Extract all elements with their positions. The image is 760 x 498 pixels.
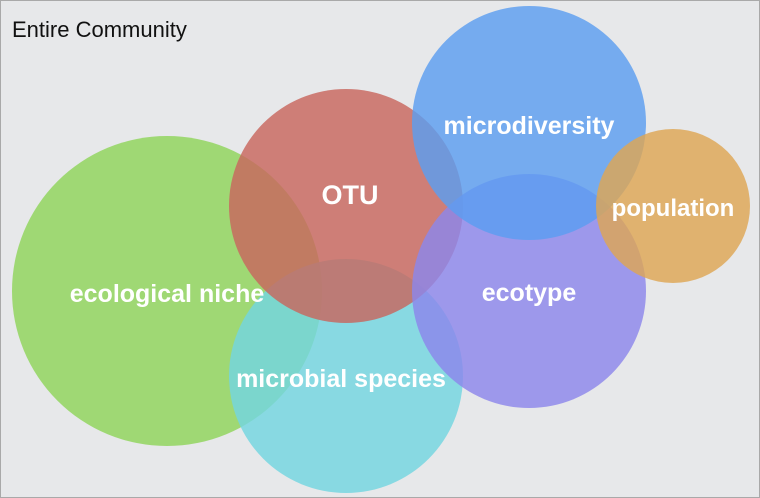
- microbial-species-label: microbial species: [236, 365, 446, 393]
- ecotype-label: ecotype: [482, 279, 577, 307]
- population-label: population: [612, 195, 735, 222]
- microbial-species-circle: [229, 259, 463, 493]
- otu-label: OTU: [322, 180, 379, 210]
- population-circle: [596, 129, 750, 283]
- microdiversity-circle: [412, 6, 646, 240]
- microdiversity-label: microdiversity: [444, 112, 615, 140]
- ecotype-circle: [412, 174, 646, 408]
- ecological-niche-label: ecological niche: [70, 280, 265, 308]
- otu-circle: [229, 89, 463, 323]
- diagram-title: Entire Community: [12, 17, 187, 42]
